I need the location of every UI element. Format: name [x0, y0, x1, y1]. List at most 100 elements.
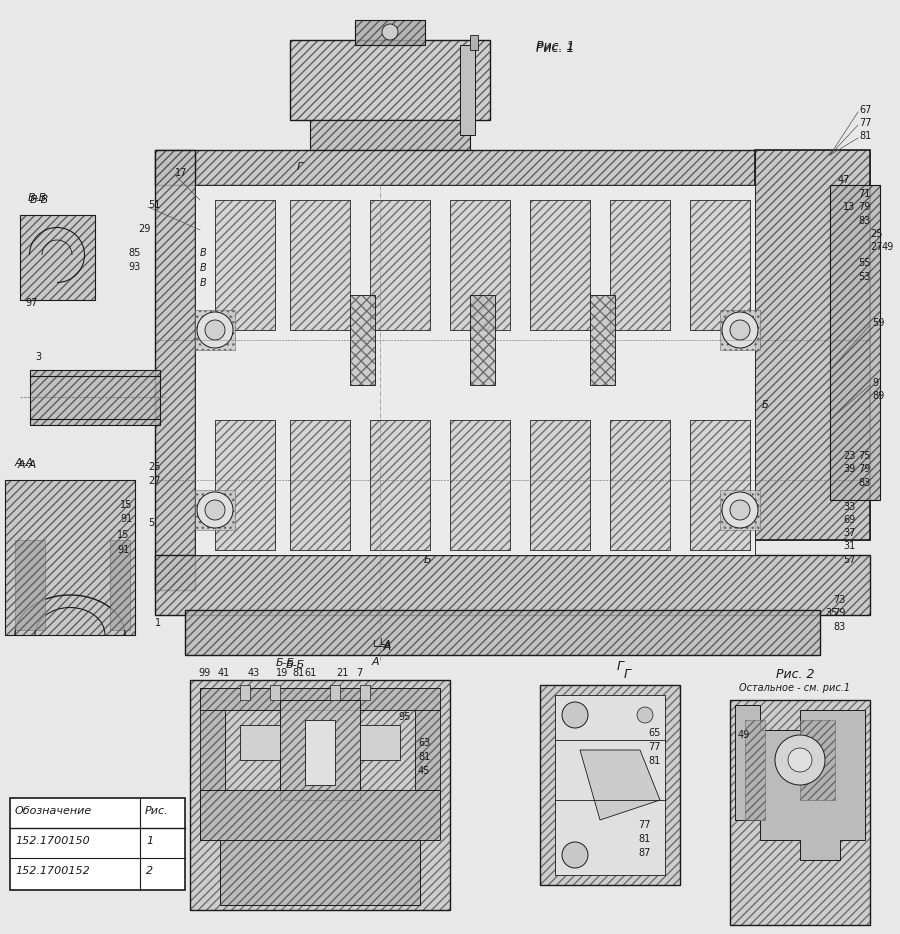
Text: 45: 45	[418, 766, 430, 776]
Text: 81: 81	[292, 668, 304, 678]
Text: А-А: А-А	[18, 460, 37, 470]
Text: 35: 35	[825, 608, 837, 618]
Text: 61: 61	[304, 668, 316, 678]
Text: 69: 69	[843, 515, 855, 525]
Text: 57: 57	[843, 555, 856, 565]
Text: 2: 2	[147, 866, 154, 876]
Text: └А: └А	[377, 640, 392, 650]
Text: 59: 59	[872, 318, 885, 328]
Text: 23: 23	[843, 451, 855, 461]
Bar	[220, 840, 420, 905]
Bar	[370, 200, 430, 330]
Bar	[155, 150, 755, 185]
Bar	[185, 610, 820, 655]
Bar	[155, 555, 870, 615]
Text: 21: 21	[336, 668, 348, 678]
Bar	[290, 40, 490, 120]
Bar	[530, 200, 590, 330]
Bar	[720, 310, 760, 350]
Text: 81: 81	[638, 834, 650, 844]
Text: 49: 49	[738, 730, 751, 740]
Bar	[690, 200, 750, 330]
Text: 67: 67	[859, 105, 871, 115]
Text: 81: 81	[648, 756, 661, 766]
Bar	[530, 420, 590, 550]
Circle shape	[562, 702, 588, 728]
Text: 53: 53	[858, 272, 870, 282]
Bar	[360, 725, 400, 760]
Circle shape	[730, 500, 750, 520]
Bar	[720, 490, 760, 530]
Bar	[200, 710, 225, 790]
Bar	[450, 200, 510, 330]
Text: Обозначение: Обозначение	[15, 806, 92, 816]
Text: А-А: А-А	[15, 458, 34, 468]
Bar	[280, 700, 360, 800]
Text: 81: 81	[859, 131, 871, 141]
Bar	[290, 40, 490, 120]
Text: 9: 9	[872, 378, 878, 388]
Text: 77: 77	[638, 820, 651, 830]
Bar	[690, 420, 750, 550]
Text: 5: 5	[148, 518, 154, 528]
Bar	[110, 540, 130, 630]
Text: 152.1700150: 152.1700150	[15, 836, 90, 846]
Bar	[330, 685, 340, 700]
Text: Б-Б: Б-Б	[285, 660, 304, 670]
Bar	[745, 720, 765, 820]
Polygon shape	[580, 750, 660, 820]
Text: 19: 19	[276, 668, 288, 678]
Circle shape	[722, 492, 758, 528]
Bar	[350, 295, 375, 385]
Text: 83: 83	[858, 478, 870, 488]
Bar	[190, 680, 450, 910]
Text: └─А: └─А	[370, 642, 392, 652]
Bar	[370, 420, 430, 550]
Bar	[20, 215, 95, 300]
Bar	[755, 150, 870, 540]
Bar	[450, 200, 510, 330]
Bar	[200, 790, 440, 840]
Circle shape	[730, 320, 750, 340]
Bar	[215, 420, 275, 550]
Text: 71: 71	[858, 189, 870, 199]
Text: 49: 49	[882, 242, 895, 252]
Bar	[270, 685, 280, 700]
Text: 95: 95	[398, 712, 410, 722]
Bar	[290, 200, 350, 330]
Text: 97: 97	[25, 298, 38, 308]
Text: 37: 37	[843, 528, 855, 538]
Bar	[690, 420, 750, 550]
Text: 93: 93	[128, 262, 140, 272]
Text: 79: 79	[858, 464, 870, 474]
Text: 31: 31	[843, 541, 855, 551]
Polygon shape	[735, 705, 865, 860]
Text: 1: 1	[155, 618, 161, 628]
Circle shape	[197, 492, 233, 528]
Text: 65: 65	[648, 728, 661, 738]
Bar	[610, 200, 670, 330]
Bar	[290, 200, 350, 330]
Bar	[5, 480, 135, 635]
Bar	[355, 20, 425, 45]
Bar	[195, 310, 235, 350]
Bar	[5, 480, 135, 635]
Bar	[155, 150, 195, 590]
Text: Рис.: Рис.	[145, 806, 168, 816]
Bar	[200, 710, 225, 790]
Bar	[540, 685, 680, 885]
Text: 33: 33	[843, 502, 855, 512]
Text: В-В: В-В	[28, 193, 47, 203]
Bar	[460, 45, 475, 135]
Bar	[15, 540, 45, 630]
Circle shape	[562, 842, 588, 868]
Text: 63: 63	[418, 738, 430, 748]
Text: 47: 47	[838, 175, 850, 185]
Text: 15: 15	[117, 530, 130, 540]
Text: 29: 29	[138, 224, 150, 234]
Bar	[200, 688, 440, 710]
Bar	[450, 420, 510, 550]
Text: 7: 7	[356, 668, 362, 678]
Bar	[20, 215, 95, 300]
Circle shape	[722, 312, 758, 348]
